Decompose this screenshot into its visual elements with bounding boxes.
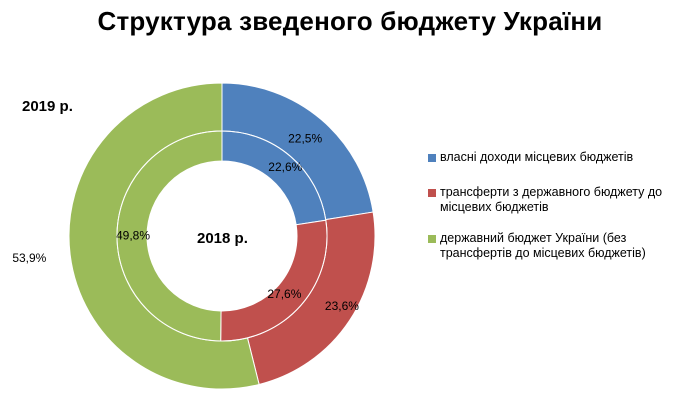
outer-ring-label-0: 22,5% <box>288 132 322 146</box>
legend-item-own-revenue: власні доходи місцевих бюджетів <box>428 150 700 165</box>
inner-ring-year-label: 2018 р. <box>197 230 248 247</box>
legend-item-state-budget: державний бюджет України (без трансферті… <box>428 231 700 261</box>
legend-label-own-revenue: власні доходи місцевих бюджетів <box>440 150 634 164</box>
legend: власні доходи місцевих бюджетів трансфер… <box>428 150 700 261</box>
outer-ring-year-label: 2019 р. <box>22 98 73 115</box>
chart-title: Структура зведеного бюджету України <box>97 6 603 36</box>
legend-label-transfers: трансферти з державного бюджету до місце… <box>440 185 663 214</box>
inner-ring-label-0: 22,6% <box>268 160 302 174</box>
ring-divider <box>116 130 328 342</box>
outer-ring-label-1: 23,6% <box>325 299 359 313</box>
inner-ring-label-1: 27,6% <box>267 287 301 301</box>
inner-ring-label-2: 49,8% <box>116 228 150 242</box>
outer-ring-label-2: 53,9% <box>12 251 46 265</box>
legend-swatch-green <box>428 235 436 243</box>
legend-swatch-blue <box>428 154 436 162</box>
legend-item-transfers: трансферти з державного бюджету до місце… <box>428 185 700 215</box>
legend-label-state-budget: державний бюджет України (без трансферті… <box>440 231 646 260</box>
legend-swatch-red <box>428 189 436 197</box>
